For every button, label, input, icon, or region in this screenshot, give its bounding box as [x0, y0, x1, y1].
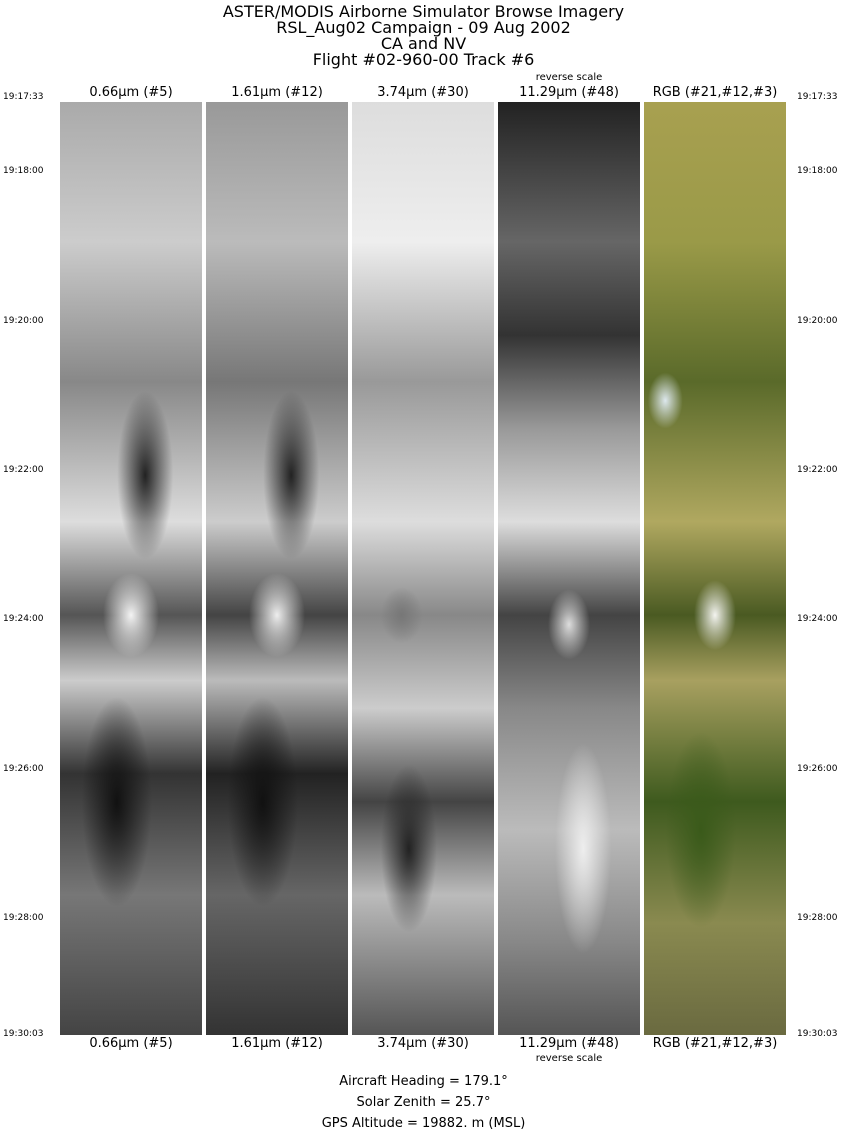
title-line-1: ASTER/MODIS Airborne Simulator Browse Im…	[222, 2, 625, 21]
top-label-band-12: 1.61μm (#12)	[231, 85, 323, 100]
bottom-label-rgb: RGB (#21,#12,#3)	[652, 1036, 778, 1051]
top-label-rgb: RGB (#21,#12,#3)	[652, 85, 778, 100]
time-left: 19:17:33	[3, 92, 44, 102]
bottom-label-band-5: 0.66μm (#5)	[89, 1036, 173, 1051]
time-right: 19:22:00	[797, 465, 838, 475]
time-left: 19:26:00	[3, 764, 44, 774]
top-label-band-5: 0.66μm (#5)	[89, 85, 173, 100]
aircraft-heading: Aircraft Heading = 179.1°	[339, 1074, 508, 1089]
bottom-reverse-scale-note: reverse scale	[535, 1053, 603, 1064]
top-reverse-scale-note: reverse scale	[535, 72, 603, 83]
image-band-5	[60, 102, 202, 1035]
time-left: 19:18:00	[3, 166, 44, 176]
top-label-band-48: 11.29μm (#48)	[519, 85, 619, 100]
time-right: 19:30:03	[797, 1029, 838, 1039]
bottom-label-band-48: 11.29μm (#48)	[519, 1036, 619, 1051]
image-rgb	[644, 102, 786, 1035]
time-right: 19:28:00	[797, 913, 838, 923]
time-right: 19:24:00	[797, 614, 838, 624]
time-right: 19:17:33	[797, 92, 838, 102]
title-line-3: CA and NV	[380, 34, 467, 53]
top-label-band-30: 3.74μm (#30)	[377, 85, 469, 100]
gps-altitude: GPS Altitude = 19882. m (MSL)	[321, 1116, 526, 1131]
time-left: 19:30:03	[3, 1029, 44, 1039]
image-band-30	[352, 102, 494, 1035]
title-line-4: Flight #02-960-00 Track #6	[312, 50, 535, 69]
time-left: 19:20:00	[3, 316, 44, 326]
time-right: 19:20:00	[797, 316, 838, 326]
image-band-48	[498, 102, 640, 1035]
time-right: 19:18:00	[797, 166, 838, 176]
title-line-2: RSL_Aug02 Campaign - 09 Aug 2002	[276, 18, 571, 37]
time-left: 19:28:00	[3, 913, 44, 923]
time-left: 19:22:00	[3, 465, 44, 475]
solar-zenith: Solar Zenith = 25.7°	[356, 1095, 491, 1110]
bottom-label-band-12: 1.61μm (#12)	[231, 1036, 323, 1051]
time-right: 19:26:00	[797, 764, 838, 774]
bottom-label-band-30: 3.74μm (#30)	[377, 1036, 469, 1051]
image-band-12	[206, 102, 348, 1035]
time-left: 19:24:00	[3, 614, 44, 624]
